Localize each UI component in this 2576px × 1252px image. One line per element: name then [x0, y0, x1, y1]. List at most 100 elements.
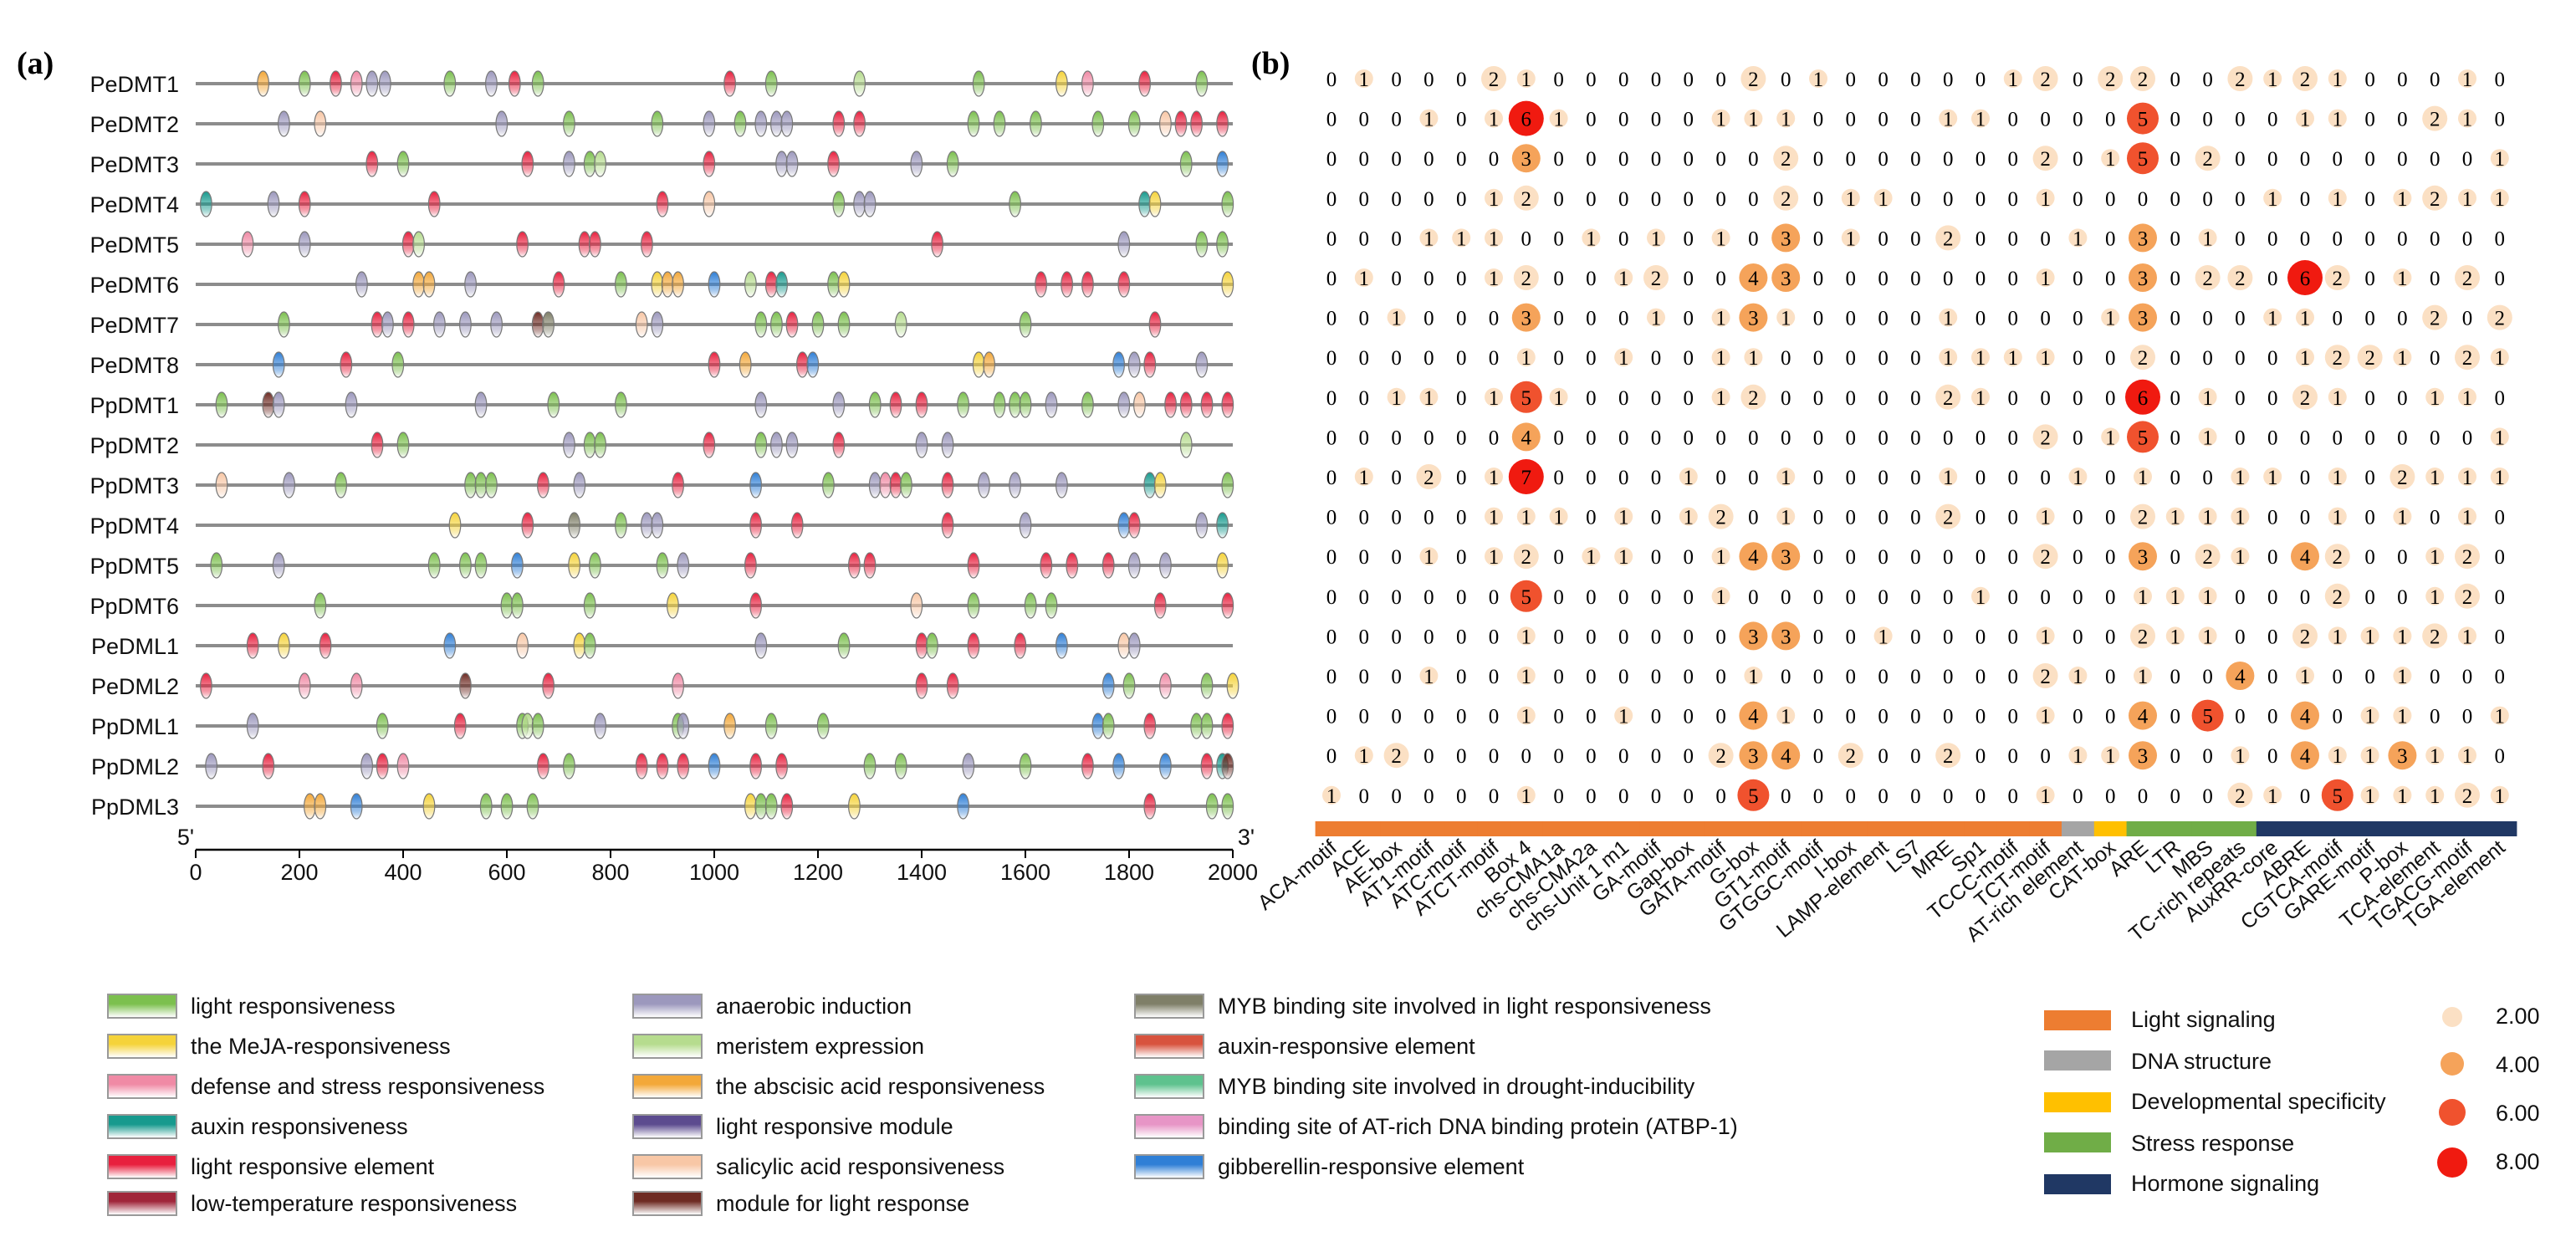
cis-element-mark [1195, 70, 1209, 97]
count-value: 0 [1553, 347, 1564, 370]
count-value: 0 [1878, 308, 1889, 330]
count-value: 0 [2040, 308, 2051, 330]
cis-element-mark [490, 311, 503, 338]
category-bar-segment [1737, 821, 1771, 836]
count-value: 0 [2364, 227, 2375, 250]
count-value: 3 [2138, 546, 2149, 569]
count-bubble [1511, 144, 1541, 173]
count-value: 0 [2462, 227, 2473, 250]
count-value: 0 [1943, 586, 1954, 609]
size-legend-dot [2437, 1147, 2467, 1177]
count-value: 1 [2364, 785, 2375, 808]
count-value: 0 [1975, 706, 1986, 728]
legend-label: light responsive element [191, 1154, 435, 1179]
cis-element-mark [594, 432, 606, 458]
category-bar-segment [2029, 821, 2063, 836]
count-value: 0 [1651, 69, 1662, 91]
count-bubble [2458, 746, 2476, 765]
count-value: 1 [2495, 785, 2506, 808]
count-bubble [1383, 743, 1409, 769]
cis-element-mark [199, 672, 212, 699]
category-bar-segment [1380, 821, 1414, 836]
count-value: 0 [2364, 507, 2375, 529]
cis-element-mark [894, 311, 907, 338]
count-value: 0 [2008, 785, 2019, 808]
count-value: 0 [1878, 785, 1889, 808]
count-value: 1 [2462, 467, 2473, 489]
count-value: 0 [1846, 666, 1857, 688]
count-value: 1 [1715, 227, 1726, 250]
gene-label: PpDMT3 [89, 473, 179, 498]
count-value: 1 [1391, 308, 1402, 330]
cis-element-mark [1200, 713, 1214, 739]
count-value: 0 [1975, 227, 1986, 250]
category-bar-segment [2224, 821, 2257, 836]
count-bubble [1481, 66, 1506, 91]
count-value: 1 [2073, 745, 2083, 768]
count-value: 0 [2300, 785, 2311, 808]
cis-element-mark [1216, 110, 1229, 137]
count-value: 0 [2105, 586, 2116, 609]
cis-element-mark [516, 632, 529, 659]
count-value: 1 [2333, 467, 2343, 489]
count-bubble [2263, 188, 2282, 207]
count-value: 2 [1521, 188, 1532, 211]
cis-element-mark [744, 271, 757, 298]
count-value: 0 [1715, 69, 1726, 91]
count-value: 1 [1715, 109, 1726, 131]
legend-label: auxin responsiveness [191, 1114, 408, 1139]
cis-element-mark [1158, 672, 1172, 699]
cis-element-mark [775, 271, 788, 298]
count-bubble [2422, 304, 2448, 330]
count-bubble [1841, 228, 1860, 248]
count-value: 0 [2333, 308, 2343, 330]
gene-label: PpDMT5 [89, 554, 179, 579]
cis-element-mark [360, 753, 374, 779]
cis-element-mark [272, 391, 285, 418]
count-bubble [1614, 547, 1633, 566]
count-value: 0 [1975, 785, 1986, 808]
count-value: 4 [2300, 745, 2311, 768]
count-value: 0 [1489, 427, 1500, 449]
count-value: 0 [2008, 268, 2019, 290]
count-bubble [2036, 188, 2055, 207]
size-legend-dot [2442, 1006, 2462, 1026]
gene-label: PeDMT7 [89, 313, 179, 338]
cis-element-mark [661, 271, 674, 298]
count-value: 4 [2300, 706, 2311, 728]
cis-element-mark [371, 311, 384, 338]
cis-element-mark [754, 311, 768, 338]
count-value: 0 [1975, 69, 1986, 91]
cis-element-mark [1061, 271, 1073, 298]
count-value: 2 [1391, 745, 1402, 768]
category-bar-segment [2191, 821, 2226, 836]
count-bubble [1508, 100, 1544, 136]
cis-element-mark [594, 151, 606, 177]
count-value: 1 [2040, 706, 2051, 728]
count-bubble [2328, 109, 2347, 128]
cis-element-mark [583, 432, 596, 458]
cis-element-mark [365, 70, 379, 97]
count-value: 1 [1846, 188, 1857, 211]
count-value: 0 [1651, 387, 1662, 410]
count-value: 0 [1975, 308, 1986, 330]
count-bubble [2130, 503, 2155, 529]
count-value: 0 [1846, 148, 1857, 171]
gene-label: PeDMT8 [89, 353, 179, 378]
count-bubble [1744, 109, 1763, 128]
count-value: 7 [1521, 467, 1532, 489]
count-value: 2 [1943, 507, 1954, 529]
cis-element-mark [1200, 753, 1214, 779]
count-value: 2 [1521, 546, 1532, 569]
count-bubble [2263, 308, 2282, 327]
count-value: 1 [2170, 586, 2181, 609]
count-bubble [1776, 109, 1796, 128]
count-value: 0 [1813, 268, 1824, 290]
cis-element-mark [500, 592, 514, 619]
count-value: 1 [2300, 109, 2311, 131]
cis-element-mark [257, 70, 270, 97]
count-value: 1 [2073, 666, 2083, 688]
cis-element-mark [589, 231, 601, 258]
legend-swatch [632, 1114, 703, 1139]
count-value: 0 [1326, 666, 1337, 688]
